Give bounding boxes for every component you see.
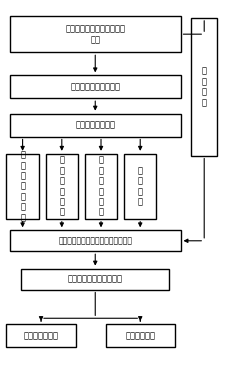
FancyBboxPatch shape — [85, 154, 117, 219]
FancyBboxPatch shape — [6, 154, 39, 219]
FancyBboxPatch shape — [10, 230, 180, 251]
Text: 条
块
体
平
衡
方
程: 条 块 体 平 衡 方 程 — [20, 151, 25, 222]
Text: 条
间
屈
服
条
件: 条 间 屈 服 条 件 — [98, 156, 103, 217]
FancyBboxPatch shape — [10, 75, 180, 98]
Text: 将滑体划分为若干条块: 将滑体划分为若干条块 — [70, 82, 120, 91]
Text: 求解安全系数的非线性数学规划模型: 求解安全系数的非线性数学规划模型 — [58, 236, 132, 245]
Text: 滑
面
屈
服
条
件: 滑 面 屈 服 条 件 — [59, 156, 64, 217]
FancyBboxPatch shape — [10, 16, 180, 52]
FancyBboxPatch shape — [6, 324, 75, 347]
Text: 剪力、法向力: 剪力、法向力 — [125, 331, 155, 340]
Text: 非线性数学规划模型求解: 非线性数学规划模型求解 — [67, 275, 122, 283]
FancyBboxPatch shape — [190, 18, 216, 156]
FancyBboxPatch shape — [46, 154, 78, 219]
FancyBboxPatch shape — [124, 154, 156, 219]
Text: 边坡滑体、滑面、荷载材料
信息: 边坡滑体、滑面、荷载材料 信息 — [65, 25, 125, 44]
FancyBboxPatch shape — [21, 268, 168, 290]
Text: 安
全
系
数: 安 全 系 数 — [201, 67, 206, 107]
Text: 潘家铮最大值原理: 潘家铮最大值原理 — [75, 121, 115, 129]
Text: 目
标
函
数: 目 标 函 数 — [137, 166, 142, 206]
Text: 安全系数最大值: 安全系数最大值 — [24, 331, 58, 340]
FancyBboxPatch shape — [105, 324, 174, 347]
FancyBboxPatch shape — [10, 114, 180, 137]
